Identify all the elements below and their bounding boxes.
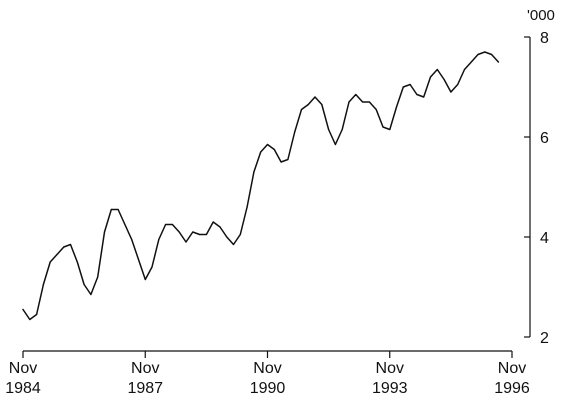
x-tick-label-year: 1984	[5, 380, 41, 397]
x-tick-label-month: Nov	[376, 360, 404, 377]
series-point	[450, 91, 452, 93]
series-point	[334, 143, 336, 146]
series-point	[416, 93, 418, 96]
y-tick-label: 8	[540, 30, 549, 47]
series-point	[205, 233, 207, 236]
series-point	[307, 103, 309, 106]
series-point	[470, 61, 472, 63]
series-point	[260, 151, 262, 153]
series-point	[76, 261, 78, 263]
series-point	[171, 223, 173, 226]
series-point	[457, 83, 459, 86]
series-point	[463, 68, 466, 71]
series-point	[131, 238, 133, 241]
series-point	[341, 128, 343, 131]
series-point	[212, 221, 214, 223]
series-point	[423, 96, 425, 98]
x-tick-label-year: 1990	[250, 380, 286, 397]
series-point	[192, 231, 194, 233]
y-tick-label: 6	[540, 130, 549, 147]
x-tick-label-month: Nov	[253, 360, 281, 377]
series-point	[158, 238, 160, 241]
series-point	[382, 126, 384, 128]
series-point	[232, 243, 235, 246]
series-point	[69, 243, 72, 246]
series-point	[42, 283, 45, 286]
series-point	[443, 78, 445, 81]
series-point	[144, 278, 146, 281]
series-point	[409, 83, 411, 86]
series-point	[314, 96, 316, 98]
series-point	[151, 266, 153, 268]
series-point	[321, 103, 323, 106]
axes	[22, 36, 531, 358]
series-point	[368, 101, 370, 103]
series-point	[375, 108, 377, 111]
series-point	[300, 108, 303, 111]
series-point	[402, 86, 404, 88]
series-line	[22, 51, 500, 321]
series-point	[280, 161, 282, 163]
series-point	[110, 208, 112, 211]
series-point	[137, 258, 140, 261]
series-point	[395, 106, 398, 108]
series-point	[239, 233, 241, 236]
x-tick-label-month: Nov	[131, 360, 159, 377]
x-tick-label-year: 1993	[372, 380, 408, 397]
series-point	[226, 236, 228, 238]
y-axis-unit-label: '000	[527, 7, 555, 24]
series-point	[273, 148, 275, 151]
series-point	[185, 241, 187, 243]
y-tick-label: 2	[540, 330, 549, 347]
series-point	[429, 76, 432, 78]
series-point	[199, 233, 201, 236]
tick-labels: Nov 1984 Nov 1987 Nov 1990 Nov 1993 Nov 1996 2 4 6 8	[5, 30, 549, 397]
series-point	[178, 231, 180, 233]
series-point	[49, 261, 51, 263]
series-point	[83, 283, 85, 286]
series-point	[491, 53, 493, 56]
series-point	[497, 61, 499, 63]
series-point	[266, 143, 269, 146]
series-point	[477, 53, 479, 56]
series-point	[389, 128, 391, 131]
series-point	[165, 223, 167, 226]
series-point	[484, 51, 486, 53]
series-point	[253, 171, 255, 173]
series-point	[117, 208, 119, 211]
series-point	[22, 308, 24, 311]
series-point	[219, 226, 221, 228]
series-point	[56, 253, 58, 256]
x-tick-label-month: Nov	[498, 360, 526, 377]
series-point	[294, 131, 296, 133]
x-tick-label-year: 1996	[494, 380, 530, 397]
series-point	[287, 158, 289, 161]
series-point	[63, 246, 65, 248]
series-point	[124, 223, 126, 226]
series-point	[348, 101, 350, 103]
series-point	[29, 318, 31, 321]
y-tick-label: 4	[540, 230, 549, 247]
series-point	[36, 313, 38, 316]
series-point	[362, 101, 364, 103]
series-point	[355, 93, 357, 96]
series-layer	[22, 51, 500, 321]
x-tick-label-month: Nov	[9, 360, 37, 377]
series-point	[103, 231, 106, 233]
series-point	[246, 206, 248, 208]
series-point	[436, 68, 438, 71]
series-point	[328, 128, 330, 131]
series-point	[97, 276, 99, 278]
series-point	[90, 293, 92, 296]
x-tick-label-year: 1987	[127, 380, 163, 397]
